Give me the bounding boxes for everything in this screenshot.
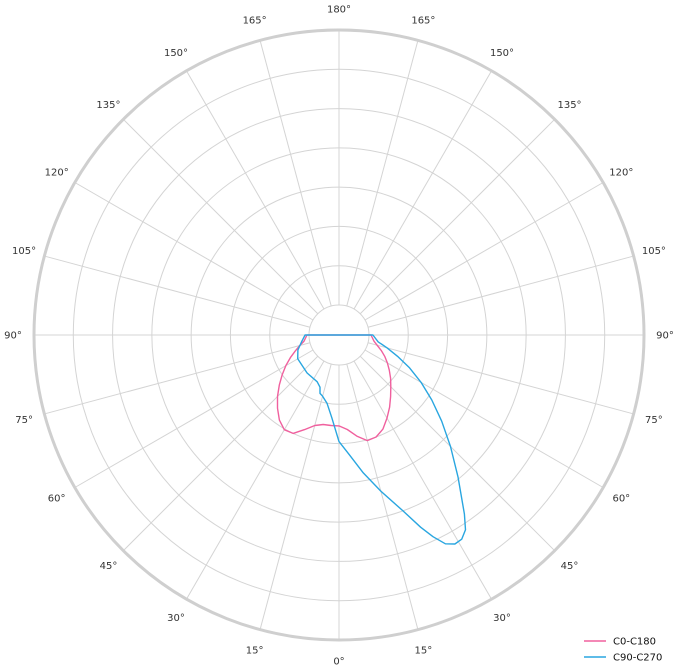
angle-tick-label: 90° — [4, 331, 22, 342]
angle-tick-label: 45° — [561, 561, 579, 572]
angle-tick-label: 150° — [490, 48, 514, 59]
angle-tick-label: 15° — [246, 645, 264, 656]
angle-tick-label: 45° — [100, 561, 118, 572]
angle-tick-label: 105° — [642, 246, 666, 257]
grid-spoke — [359, 118, 556, 315]
grid-spoke — [186, 70, 325, 310]
angle-tick-label: 150° — [164, 48, 188, 59]
legend-label: C0-C180 — [613, 637, 656, 648]
angle-tick-label: 15° — [415, 645, 433, 656]
grid-spoke — [359, 355, 556, 552]
angle-tick-label: 30° — [493, 613, 511, 624]
grid-spoke — [186, 360, 325, 600]
grid-spoke — [74, 349, 314, 488]
angle-tick-label: 60° — [48, 494, 66, 505]
grid-spoke — [259, 363, 332, 630]
angle-tick-label: 135° — [557, 100, 581, 111]
grid-spoke — [259, 40, 332, 307]
angle-tick-label: 60° — [612, 494, 630, 505]
grid-spoke — [44, 342, 311, 415]
angle-tick-label: 0° — [333, 657, 344, 668]
angle-tick-label: 180° — [327, 5, 351, 16]
angle-tick-label: 120° — [45, 168, 69, 179]
grid-circle — [190, 186, 488, 484]
angle-tick-label: 105° — [12, 246, 36, 257]
angle-tick-label: 165° — [411, 16, 435, 27]
angle-tick-label: 30° — [167, 613, 185, 624]
grid-spoke — [44, 255, 311, 328]
grid-spoke — [367, 342, 634, 415]
grid-spoke — [364, 182, 604, 321]
polar-grid — [32, 28, 646, 642]
grid-circle — [269, 265, 409, 405]
legend-label: C90-C270 — [613, 653, 662, 664]
series-line-c90-c270 — [297, 334, 467, 545]
grid-circle — [72, 68, 606, 602]
grid-spoke — [122, 118, 319, 315]
grid-spoke — [367, 255, 634, 328]
polar-frame — [32, 28, 646, 642]
grid-spoke — [346, 363, 419, 630]
angle-tick-label: 165° — [243, 16, 267, 27]
series-layer — [276, 334, 467, 545]
angle-tick-label: 135° — [96, 100, 120, 111]
legend: C0-C180 C90-C270 — [584, 637, 662, 664]
angle-tick-label: 90° — [656, 331, 674, 342]
grid-spoke — [74, 182, 314, 321]
grid-circle — [229, 225, 449, 445]
grid-spoke — [353, 360, 492, 600]
grid-spoke — [346, 40, 419, 307]
angle-tick-label: 120° — [609, 168, 633, 179]
angle-tick-label: 75° — [645, 415, 663, 426]
angle-tick-label: 75° — [15, 415, 33, 426]
angle-tick-labels: 0° 15° 30° 45° 60° 75° 90° 105° 120° 135° 150° 165°… — [4, 5, 674, 668]
grid-spoke — [364, 349, 604, 488]
grid-spoke — [122, 355, 319, 552]
grid-spoke — [353, 70, 492, 310]
grid-circle — [151, 147, 527, 523]
grid-circle — [112, 108, 566, 562]
